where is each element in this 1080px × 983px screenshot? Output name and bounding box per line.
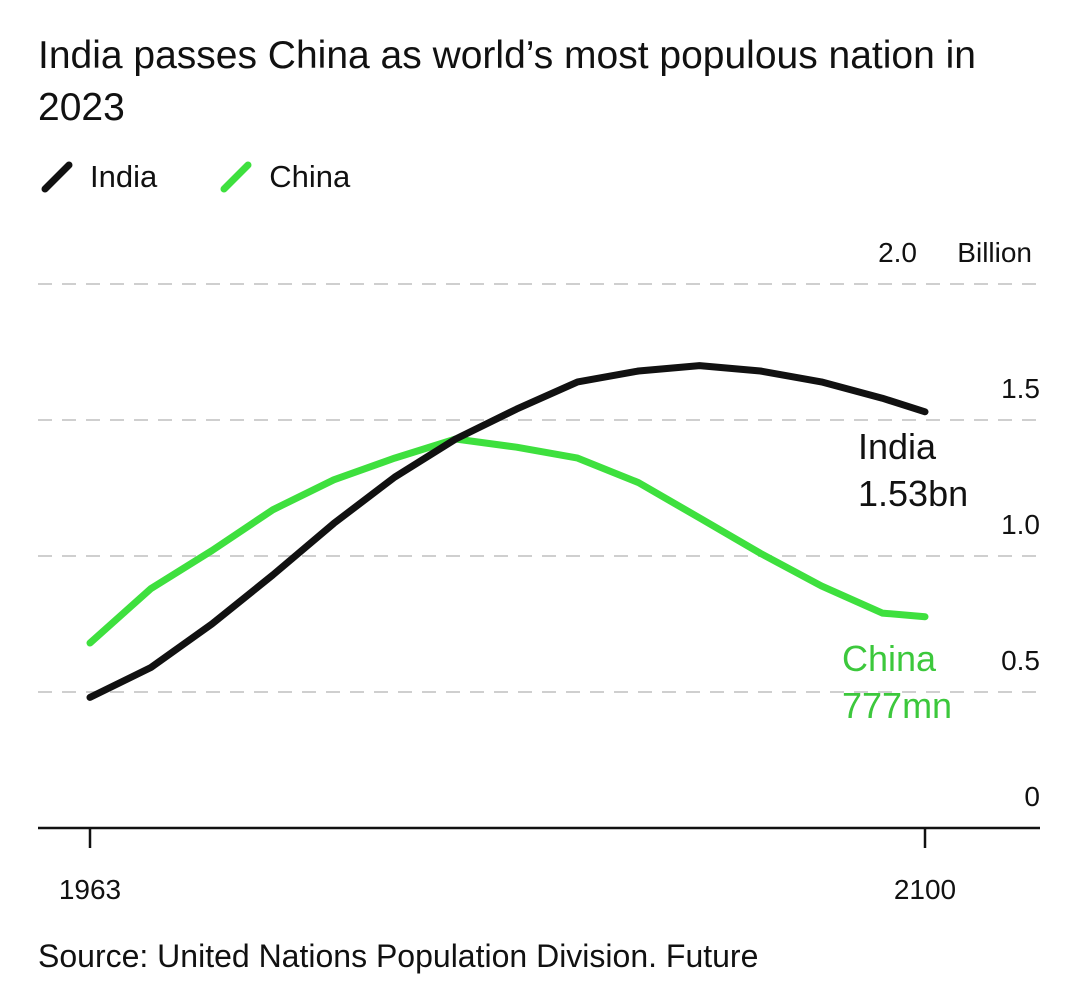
legend-item-china: China <box>219 159 350 195</box>
series-line-china <box>86 435 929 647</box>
y-unit-label: Billion <box>957 237 1032 268</box>
legend: India China <box>40 155 412 199</box>
end-annotations: India 1.53bn China 777mn <box>842 426 968 726</box>
chart-title: India passes China as world’s most popul… <box>38 34 976 129</box>
annotation-china-name: China <box>842 638 937 679</box>
y-tick-label-2: 2.0 <box>878 237 917 268</box>
legend-item-india: India <box>40 159 157 195</box>
x-tick-label-2100: 2100 <box>894 874 956 905</box>
series-lines <box>86 362 929 701</box>
y-tick-label-1-5: 1.5 <box>1001 373 1040 404</box>
legend-label-india: India <box>90 159 158 194</box>
y-tick-label-1: 1.0 <box>1001 509 1040 540</box>
y-tick-label-0-5: 0.5 <box>1001 645 1040 676</box>
legend-swatch-line-india <box>41 161 73 193</box>
y-tick-label-0: 0 <box>1024 781 1040 812</box>
legend-swatch-china <box>220 161 252 193</box>
legend-label-china: China <box>269 159 351 194</box>
legend-swatch-india <box>41 161 73 193</box>
x-axis-ticks: 1963 2100 <box>59 828 956 905</box>
y-axis-tick-labels: 0 0.5 1.0 1.5 2.0 Billion <box>878 237 1040 812</box>
series-line-india <box>86 362 929 701</box>
annotation-india-name: India <box>858 426 937 467</box>
annotation-india-value: 1.53bn <box>858 473 968 514</box>
legend-swatch-line-china <box>220 161 252 193</box>
x-tick-label-1963: 1963 <box>59 874 121 905</box>
source-note: Source: United Nations Population Divisi… <box>38 938 759 974</box>
annotation-china-value: 777mn <box>842 685 952 726</box>
